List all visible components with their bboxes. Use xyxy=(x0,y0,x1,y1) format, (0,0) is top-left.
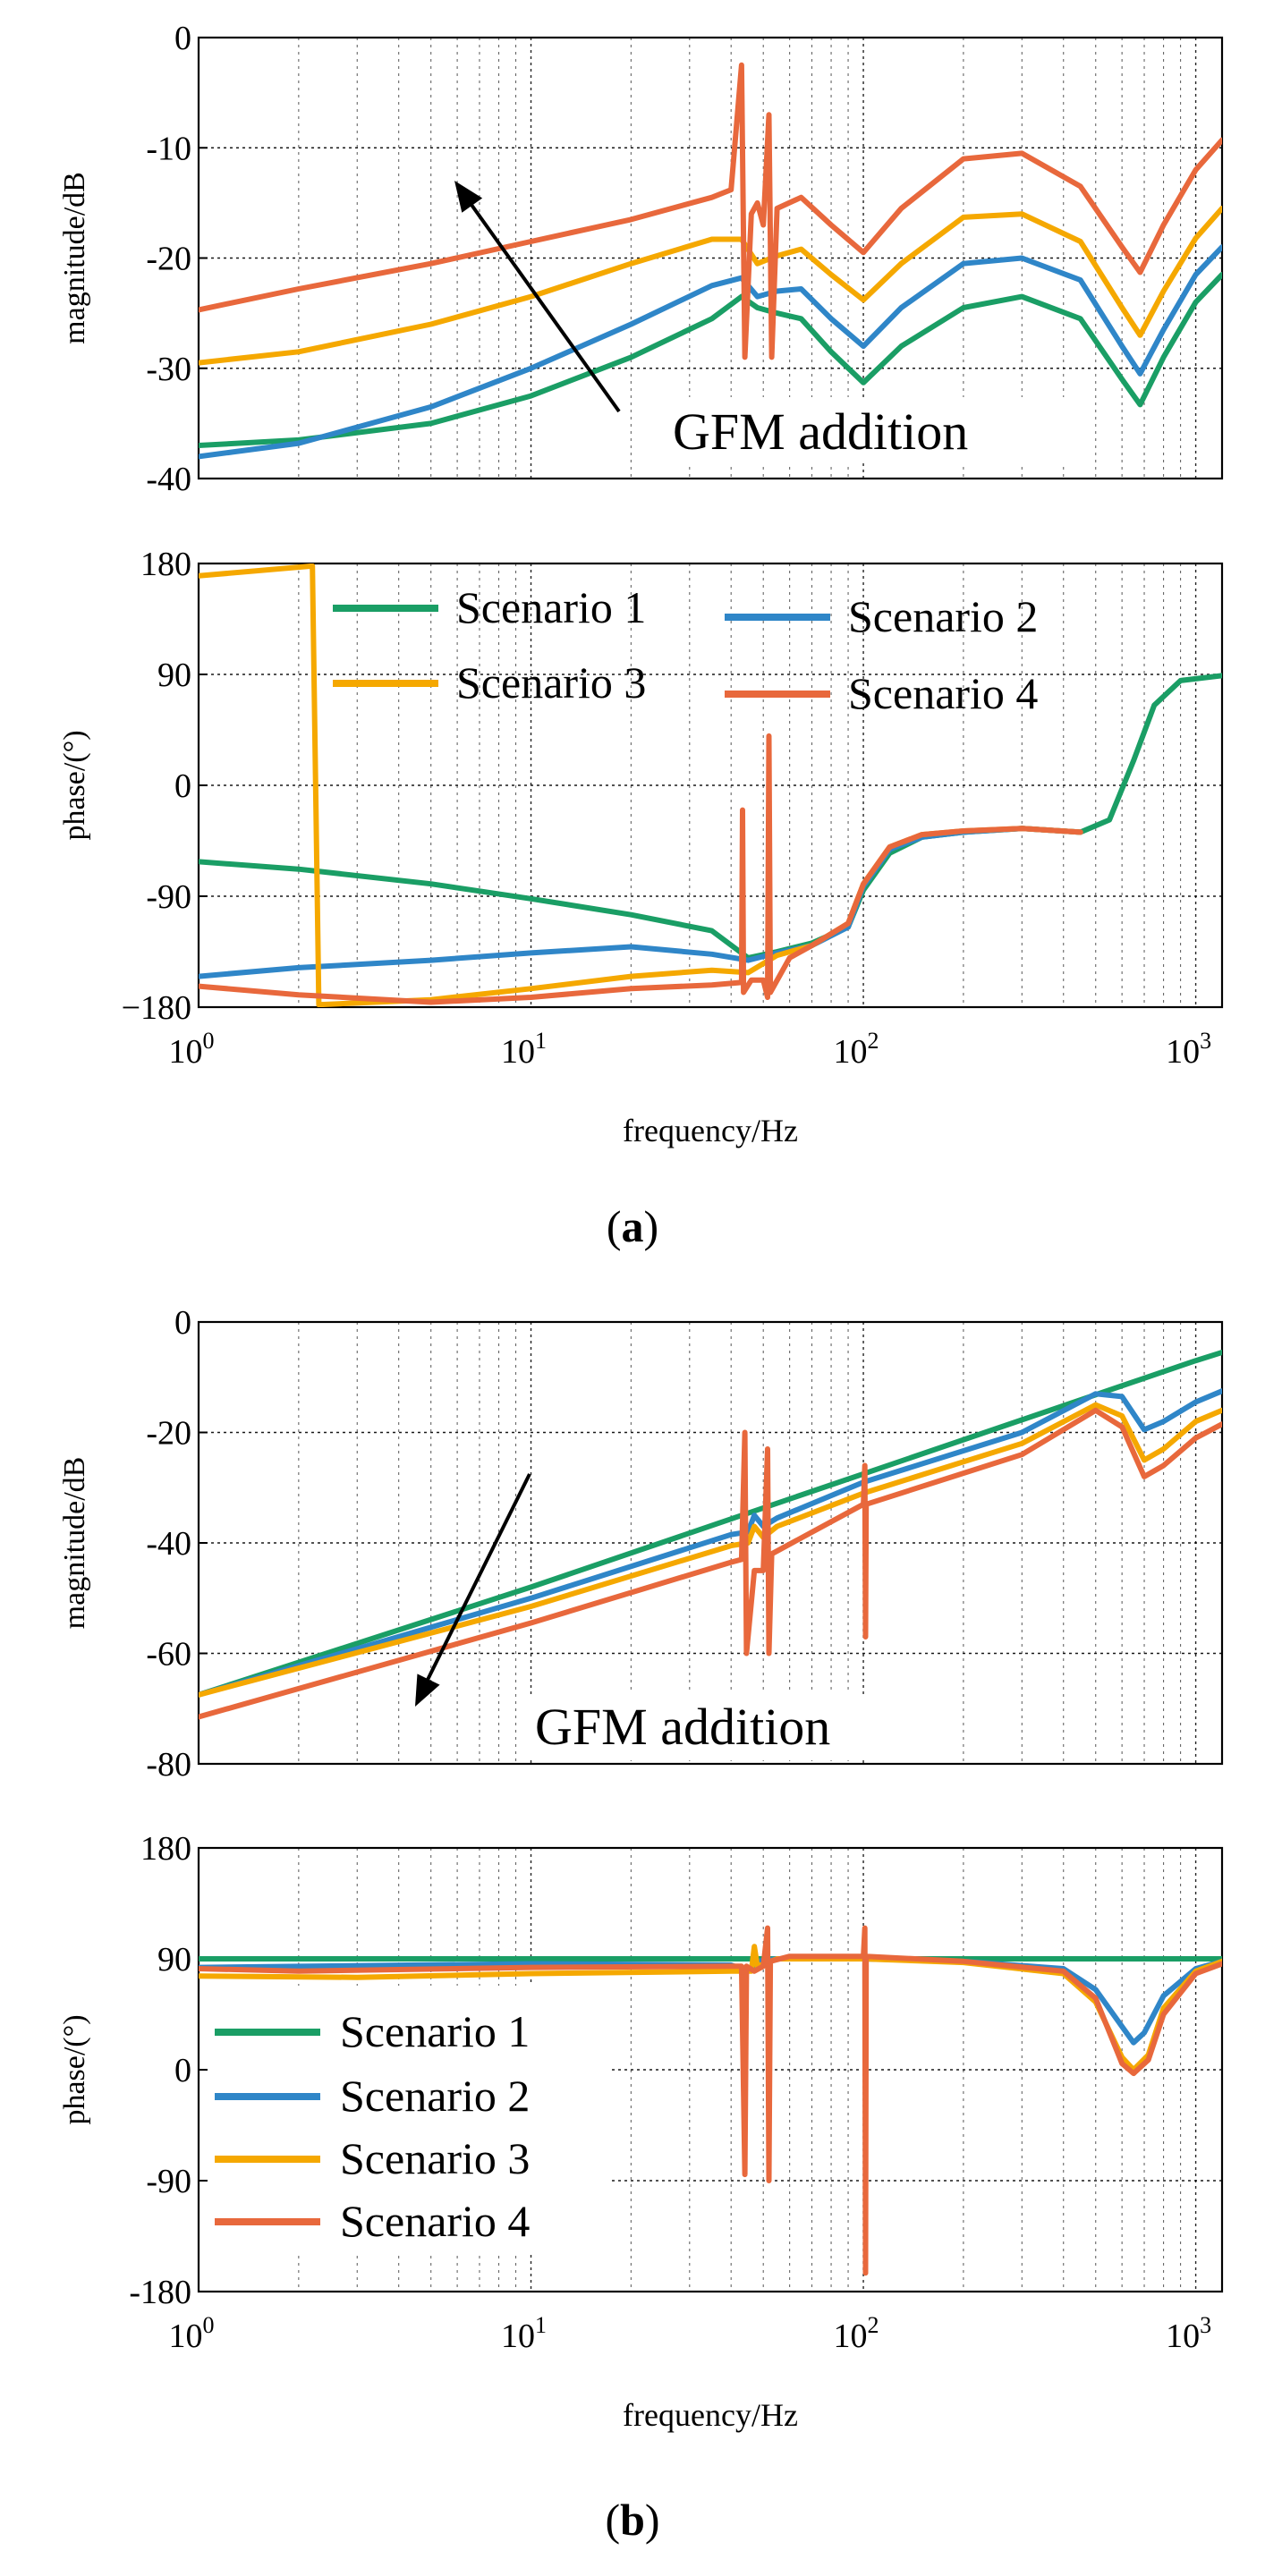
annotation-arrow-head xyxy=(454,181,483,213)
caption-paren-close: ) xyxy=(644,1201,659,1251)
x-tick-exponent: 3 xyxy=(1200,1028,1211,1054)
legend-label: Scenario 1 xyxy=(340,2006,530,2056)
x-axis-label: frequency/Hz xyxy=(623,2397,798,2433)
legend-label: Scenario 4 xyxy=(848,668,1038,718)
y-tick-label: 0 xyxy=(174,1304,191,1342)
legend: Scenario 1 Scenario 2 Scenario 3 Scenario 4 xyxy=(333,582,1038,718)
x-tick-label: 103 xyxy=(1166,1028,1211,1071)
annotation-arrow-line xyxy=(465,197,621,413)
y-tick-label: -40 xyxy=(146,1525,191,1563)
y-tick-label: 90 xyxy=(157,657,191,694)
y-axis-label: phase/(°) xyxy=(58,2014,91,2124)
annotation-text: GFM addition xyxy=(673,402,968,461)
y-tick-label: 0 xyxy=(174,767,191,805)
y-tick-label: -60 xyxy=(146,1636,191,1674)
x-tick-exponent: 0 xyxy=(203,1028,215,1054)
annotation-bg xyxy=(526,1694,955,1760)
x-tick-label: 102 xyxy=(834,2312,879,2355)
series-line-scenario-2 xyxy=(199,826,1083,979)
y-tick-label: 180 xyxy=(140,1830,191,1868)
y-axis-label: magnitude/dB xyxy=(58,1457,91,1630)
caption-paren-close: ) xyxy=(645,2495,660,2545)
series-line-scenario-2 xyxy=(199,1388,1222,1698)
y-tick-label: -40 xyxy=(146,461,191,498)
y-tick-label: -90 xyxy=(146,878,191,916)
annotation-arrow-line xyxy=(422,1473,531,1688)
annotation-text: GFM addition xyxy=(535,1698,830,1756)
x-tick-exponent: 0 xyxy=(203,2312,215,2338)
series-line-scenario-4 xyxy=(199,1407,1222,1720)
x-tick-label: 100 xyxy=(169,1028,215,1071)
chart-panel-a_mag: 0 -10 -20 -30 -40 magnitude/dB GFM addition xyxy=(58,20,1224,498)
y-tick-label: -30 xyxy=(146,351,191,388)
legend-label: Scenario 4 xyxy=(340,2196,530,2246)
legend-label: Scenario 2 xyxy=(340,2071,530,2121)
series-line-scenario-3 xyxy=(199,206,1222,366)
y-axis-label: phase/(°) xyxy=(58,730,91,840)
y-tick-label: -90 xyxy=(146,2163,191,2200)
annotation: GFM addition xyxy=(454,181,1084,463)
chart-panel-b_mag: 0 -20 -40 -60 -80 magnitude/dB GFM addition xyxy=(58,1304,1224,1784)
annotation: GFM addition xyxy=(415,1473,955,1760)
legend: Scenario 1 Scenario 2 Scenario 3 Scenario 4 xyxy=(208,1986,612,2254)
y-axis-label: magnitude/dB xyxy=(58,172,91,344)
caption-b: (b) xyxy=(605,2495,659,2545)
series-line-scenario-3 xyxy=(199,1402,1222,1698)
x-tick-exponent: 2 xyxy=(868,1028,879,1054)
annotation-arrow-head xyxy=(415,1674,440,1707)
y-tick-label: 0 xyxy=(174,20,191,57)
x-tick-label: 100 xyxy=(169,2312,215,2355)
x-tick-exponent: 2 xyxy=(868,2312,879,2338)
y-tick-label: -80 xyxy=(146,1746,191,1784)
y-tick-label: 0 xyxy=(174,2052,191,2089)
legend-label: Scenario 1 xyxy=(456,582,646,632)
y-tick-label: -10 xyxy=(146,130,191,167)
y-tick-label: -180 xyxy=(129,2274,191,2311)
y-tick-label: 90 xyxy=(157,1941,191,1979)
plot-frame xyxy=(197,562,1224,1009)
y-tick-label: -20 xyxy=(146,1415,191,1453)
x-axis-label: frequency/Hz xyxy=(623,1113,798,1148)
x-tick-exponent: 1 xyxy=(535,2312,547,2338)
y-tick-label: -20 xyxy=(146,241,191,278)
series-line-scenario-1 xyxy=(199,673,1222,961)
x-tick-label: 101 xyxy=(501,1028,547,1071)
legend-label: Scenario 2 xyxy=(848,591,1038,641)
series-line-scenario-4 xyxy=(199,1925,1222,2276)
series-line-scenario-1 xyxy=(199,272,1222,448)
x-tick-exponent: 3 xyxy=(1200,2312,1211,2338)
series-line-scenario-4 xyxy=(199,62,1222,360)
caption-a: (a) xyxy=(607,1201,658,1251)
caption-paren-open: ( xyxy=(605,2495,620,2545)
legend-label: Scenario 3 xyxy=(456,657,646,708)
series-line-scenario-2 xyxy=(199,244,1222,460)
caption-paren-open: ( xyxy=(607,1201,622,1251)
series-line-scenario-1 xyxy=(199,1350,1222,1698)
caption-letter: b xyxy=(620,2495,645,2545)
legend-label: Scenario 3 xyxy=(340,2133,530,2183)
annotation-bg xyxy=(664,397,1084,463)
series-line-scenario-4 xyxy=(199,733,1083,1005)
x-tick-exponent: 1 xyxy=(535,1028,547,1054)
y-tick-label: 180 xyxy=(140,546,191,583)
x-tick-label: 103 xyxy=(1166,2312,1211,2355)
x-tick-label: 101 xyxy=(501,2312,547,2355)
x-tick-label: 102 xyxy=(834,1028,879,1071)
y-tick-label: −180 xyxy=(122,989,191,1027)
caption-letter: a xyxy=(622,1201,644,1251)
